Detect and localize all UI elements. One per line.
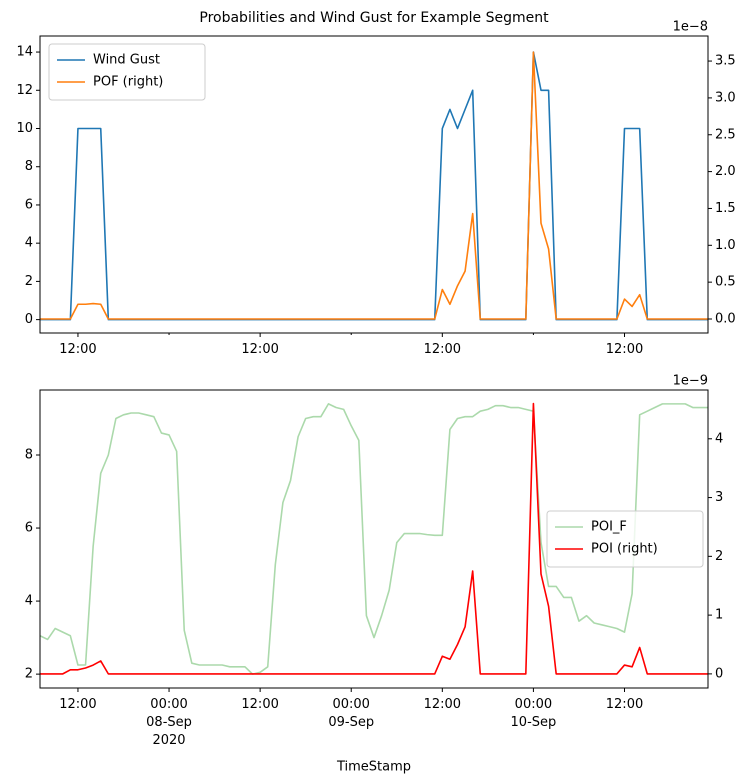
legend-box — [546, 510, 704, 568]
x-tick-label-line: 12:00 — [241, 697, 278, 712]
x-tick-label: 12:00 — [241, 342, 278, 357]
series-line — [40, 51, 708, 320]
y2-offset-label: 1e−8 — [673, 20, 708, 35]
y2-tick-label: 3.5 — [715, 54, 736, 69]
y-tick-label: 4 — [25, 236, 33, 251]
legend-label: POI (right) — [591, 542, 658, 557]
y-tick-label: 12 — [16, 83, 33, 98]
axes-frame — [39, 35, 709, 334]
y2-tick-label: 3 — [715, 490, 723, 505]
y-tick-label: 6 — [25, 197, 33, 212]
x-tick-label: 00:00 10-Sep — [511, 697, 557, 730]
x-tick-label: 12:00 — [606, 342, 643, 357]
y2-offset-label: 1e−9 — [673, 374, 708, 389]
x-axis-label: TimeStamp — [336, 760, 411, 775]
x-tick-label-line: 12:00 — [59, 342, 96, 357]
y-tick-label: 2 — [25, 667, 33, 682]
x-tick-label-line: 12:00 — [241, 342, 278, 357]
x-tick-label: 12:00 — [59, 697, 96, 712]
x-tick-label: 00:00 08-Sep 2020 — [146, 697, 192, 748]
x-tick-label-line: 08-Sep — [146, 715, 192, 730]
x-tick-label-line: 12:00 — [606, 342, 643, 357]
y2-tick-label: 3.0 — [715, 90, 736, 105]
legend-box — [48, 43, 206, 101]
x-tick-label-line: 12:00 — [59, 697, 96, 712]
x-tick-label: 12:00 — [424, 697, 461, 712]
x-tick-label-line: 00:00 — [515, 697, 552, 712]
y-tick-label: 8 — [25, 159, 33, 174]
x-tick-label-line: 12:00 — [424, 697, 461, 712]
x-tick-label: 00:00 09-Sep — [328, 697, 374, 730]
y2-tick-label: 0.5 — [715, 275, 736, 290]
x-tick-label: 12:00 — [59, 342, 96, 357]
x-tick-label-line: 00:00 — [150, 697, 187, 712]
x-tick-label-line: 12:00 — [606, 697, 643, 712]
y-tick-label: 14 — [16, 45, 33, 60]
axes-frame — [39, 389, 709, 689]
series-line — [39, 403, 708, 675]
y2-tick-label: 2.0 — [715, 164, 736, 179]
y2-tick-label: 0.0 — [715, 311, 736, 326]
x-tick-label: 12:00 — [241, 697, 278, 712]
y2-tick-label: 0 — [715, 666, 723, 681]
x-tick-label-line: 09-Sep — [328, 715, 374, 730]
y-tick-label: 4 — [25, 594, 33, 609]
y-tick-label: 8 — [25, 448, 33, 463]
y-tick-label: 10 — [16, 121, 33, 136]
y2-tick-label: 2.5 — [715, 127, 736, 142]
series-line — [40, 402, 708, 675]
legend-label: POF (right) — [93, 75, 163, 90]
x-tick-label-line: 00:00 — [332, 697, 369, 712]
x-tick-label: 12:00 — [424, 342, 461, 357]
legend-label: Wind Gust — [93, 53, 160, 68]
y-tick-label: 2 — [25, 274, 33, 289]
legend-label: POI_F — [591, 520, 627, 535]
y2-tick-label: 1 — [715, 608, 723, 623]
y-tick-label: 0 — [25, 312, 33, 327]
x-tick-label-line: 12:00 — [424, 342, 461, 357]
x-tick-label-line: 2020 — [152, 733, 185, 748]
chart-title: Probabilities and Wind Gust for Example … — [199, 10, 549, 26]
y2-tick-label: 1.5 — [715, 201, 736, 216]
x-tick-label: 12:00 — [606, 697, 643, 712]
y-tick-label: 6 — [25, 521, 33, 536]
x-tick-label-line: 10-Sep — [511, 715, 557, 730]
y2-tick-label: 4 — [715, 431, 723, 446]
y2-tick-label: 2 — [715, 549, 723, 564]
y2-tick-label: 1.0 — [715, 238, 736, 253]
